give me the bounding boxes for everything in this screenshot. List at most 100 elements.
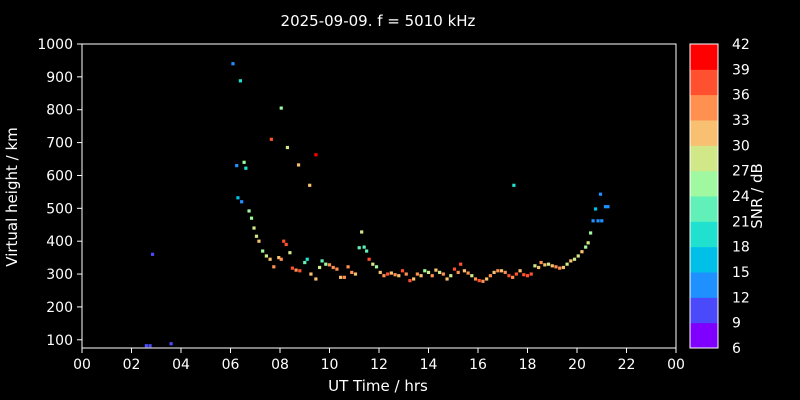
chart-title: 2025-09-09. f = 5010 kHz <box>281 12 476 30</box>
colorbar-segment <box>690 246 718 273</box>
data-point <box>393 273 397 277</box>
data-point <box>314 277 318 281</box>
data-point <box>546 262 551 266</box>
data-point <box>261 249 265 253</box>
data-point <box>596 219 600 223</box>
data-point <box>580 250 584 254</box>
data-point <box>236 196 240 200</box>
colorbar-segment <box>690 94 718 121</box>
plot-area <box>81 43 677 349</box>
colorbar-segment <box>690 69 718 96</box>
y-tick-label: 100 <box>46 333 73 349</box>
data-point <box>360 230 364 234</box>
colorbar <box>689 43 719 349</box>
x-tick-label: 04 <box>172 357 190 373</box>
colorbar-tick-label: 36 <box>732 88 750 104</box>
data-point <box>294 268 298 272</box>
x-tick-label: 20 <box>568 357 586 373</box>
data-point <box>290 266 294 270</box>
colorbar-segment <box>690 297 718 324</box>
y-axis-label: Virtual height / km <box>3 127 21 266</box>
x-tick-label: 08 <box>271 357 289 373</box>
data-point <box>371 262 375 266</box>
data-point <box>389 271 393 275</box>
data-point <box>430 274 434 278</box>
colorbar-tick-label: 18 <box>732 240 750 256</box>
colorbar-segment <box>690 322 718 349</box>
data-point <box>569 259 573 263</box>
data-point <box>305 257 309 261</box>
y-tick-label: 700 <box>46 136 73 152</box>
data-point <box>586 241 590 245</box>
data-point <box>386 272 390 276</box>
data-point <box>247 209 251 213</box>
data-point <box>603 205 608 209</box>
x-axis-label: UT Time / hrs <box>328 377 428 395</box>
data-point <box>318 265 322 270</box>
data-point <box>503 270 507 275</box>
colorbar-segment <box>690 196 718 222</box>
data-point <box>415 272 419 276</box>
x-tick-label: 14 <box>420 357 438 373</box>
data-point <box>346 265 350 269</box>
data-point <box>445 277 449 281</box>
data-point <box>400 269 405 273</box>
data-point <box>357 246 361 250</box>
data-point <box>537 265 541 270</box>
colorbar-tick-label: 9 <box>732 316 741 332</box>
data-point <box>309 272 313 276</box>
x-tick-label: 00 <box>73 357 91 373</box>
data-point <box>252 226 256 230</box>
data-point <box>518 269 522 273</box>
data-point <box>279 257 283 261</box>
data-point <box>412 277 416 281</box>
data-point <box>272 265 276 269</box>
data-point <box>298 269 302 273</box>
colorbar-tick-label: 27 <box>732 164 750 180</box>
data-point <box>144 344 148 348</box>
data-point <box>558 266 562 270</box>
x-tick-label: 18 <box>519 357 537 373</box>
data-point <box>589 231 593 235</box>
data-point <box>244 166 248 170</box>
data-point <box>264 254 268 258</box>
data-point <box>240 200 244 204</box>
data-point <box>584 245 588 249</box>
y-tick-label: 200 <box>46 300 73 316</box>
data-point <box>327 263 332 267</box>
data-point <box>249 216 254 220</box>
colorbar-tick-label: 30 <box>732 138 750 154</box>
data-point <box>382 274 386 278</box>
y-axis: 100 200 300 400 500 600 700 800 900 1000 <box>37 37 82 349</box>
x-tick-label: 12 <box>370 357 388 373</box>
data-point <box>235 164 239 168</box>
y-tick-label: 300 <box>46 267 73 283</box>
data-point <box>459 262 463 266</box>
colorbar-tick-label: 24 <box>732 189 750 205</box>
y-tick-label: 1000 <box>37 37 73 53</box>
x-tick-label: 22 <box>618 357 636 373</box>
data-point <box>600 219 604 223</box>
colorbar-tick-label: 6 <box>732 341 741 357</box>
data-point <box>353 272 358 276</box>
colorbar-tick-label: 21 <box>732 214 750 230</box>
data-point <box>423 269 427 273</box>
data-point <box>257 239 261 243</box>
data-point <box>362 245 366 249</box>
data-point <box>242 160 246 164</box>
data-point <box>284 242 288 247</box>
colorbar-frame <box>689 43 719 349</box>
data-point <box>554 265 558 269</box>
data-point <box>277 256 281 260</box>
colorbar-tick-label: 15 <box>732 265 750 281</box>
x-tick-label: 00 <box>667 357 685 373</box>
y-tick-label: 800 <box>46 103 73 119</box>
data-point <box>374 265 379 269</box>
data-point <box>438 270 442 275</box>
x-tick-label: 02 <box>123 357 141 373</box>
data-point <box>507 274 511 278</box>
data-point <box>598 192 603 196</box>
data-point <box>404 272 408 276</box>
data-point <box>529 272 533 276</box>
data-point <box>279 106 283 110</box>
